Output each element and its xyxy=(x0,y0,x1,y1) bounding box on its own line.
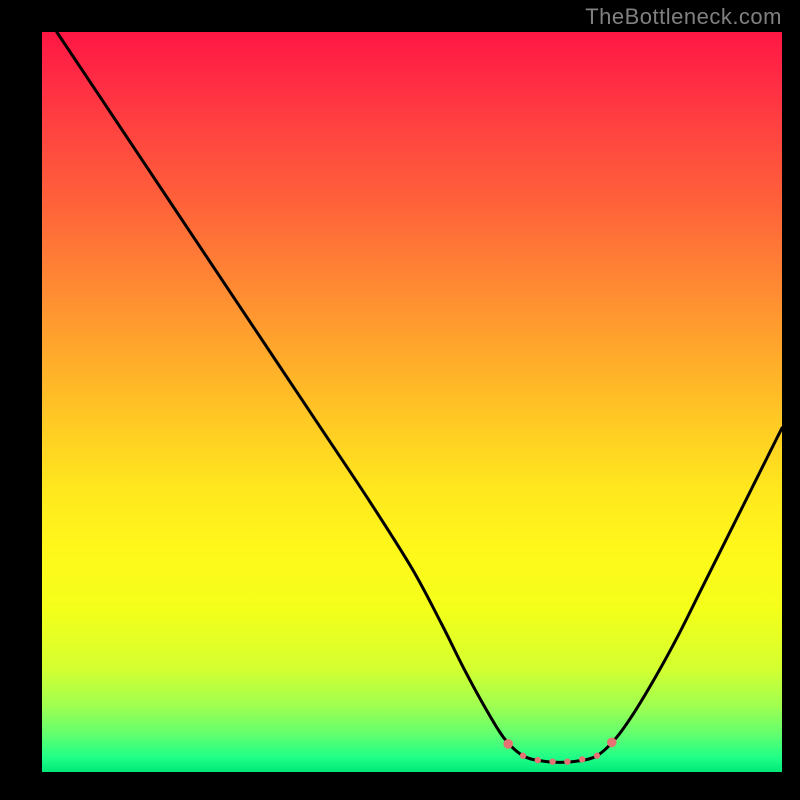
marker-dot xyxy=(594,753,600,759)
bottleneck-chart xyxy=(42,32,782,772)
chart-container: TheBottleneck.com xyxy=(0,0,800,800)
marker-dot xyxy=(607,738,617,748)
marker-dot xyxy=(579,756,585,762)
marker-dot xyxy=(549,758,555,764)
marker-dot xyxy=(564,758,570,764)
watermark-text: TheBottleneck.com xyxy=(585,4,782,30)
marker-dot xyxy=(520,753,526,759)
marker-dot xyxy=(535,757,541,763)
gradient-background xyxy=(42,32,782,772)
plot-area xyxy=(42,32,782,772)
marker-dot xyxy=(503,739,513,749)
